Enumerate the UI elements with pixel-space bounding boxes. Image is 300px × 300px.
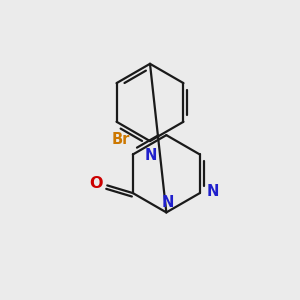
Text: N: N xyxy=(206,184,219,199)
Text: O: O xyxy=(89,176,103,191)
Text: Br: Br xyxy=(112,132,130,147)
Text: N: N xyxy=(144,148,157,163)
Text: N: N xyxy=(162,195,174,210)
